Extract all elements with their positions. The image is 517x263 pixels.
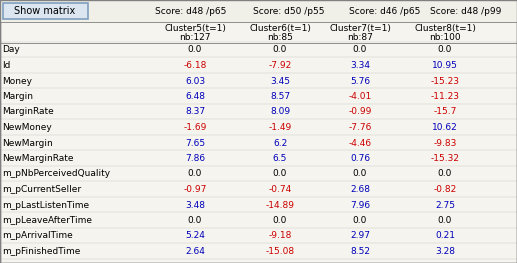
Text: m_pNbPerceivedQuality: m_pNbPerceivedQuality <box>2 169 110 179</box>
Text: 6.2: 6.2 <box>273 139 287 148</box>
Text: -1.69: -1.69 <box>184 123 207 132</box>
Text: -6.18: -6.18 <box>184 61 207 70</box>
Text: 6.03: 6.03 <box>185 77 205 85</box>
Text: Id: Id <box>2 61 10 70</box>
Text: m_pLeaveAfterTime: m_pLeaveAfterTime <box>2 216 92 225</box>
Text: 8.37: 8.37 <box>185 108 205 117</box>
Text: 2.64: 2.64 <box>185 247 205 256</box>
Text: Cluster7(t=1): Cluster7(t=1) <box>329 23 391 33</box>
Text: nb:87: nb:87 <box>347 33 373 42</box>
Text: Cluster5(t=1): Cluster5(t=1) <box>164 23 226 33</box>
Text: 0.21: 0.21 <box>435 231 455 240</box>
Text: 10.95: 10.95 <box>432 61 458 70</box>
Text: Score: d48 /p65: Score: d48 /p65 <box>155 7 226 16</box>
Text: -0.74: -0.74 <box>268 185 292 194</box>
Text: 8.57: 8.57 <box>270 92 290 101</box>
Text: MarginRate: MarginRate <box>2 108 54 117</box>
Text: nb:100: nb:100 <box>429 33 461 42</box>
Text: -7.76: -7.76 <box>348 123 372 132</box>
Text: m_pFinishedTime: m_pFinishedTime <box>2 247 80 256</box>
Text: -15.23: -15.23 <box>431 77 460 85</box>
Text: Score: d48 /p99: Score: d48 /p99 <box>430 7 501 16</box>
Text: -0.99: -0.99 <box>348 108 372 117</box>
Text: 5.76: 5.76 <box>350 77 370 85</box>
Text: Margin: Margin <box>2 92 33 101</box>
Text: -9.18: -9.18 <box>268 231 292 240</box>
Text: 5.24: 5.24 <box>185 231 205 240</box>
Text: 6.48: 6.48 <box>185 92 205 101</box>
Text: m_pLastListenTime: m_pLastListenTime <box>2 200 89 210</box>
Text: 3.48: 3.48 <box>185 200 205 210</box>
Text: 0.0: 0.0 <box>273 216 287 225</box>
Text: 0.0: 0.0 <box>188 45 202 54</box>
Text: 6.5: 6.5 <box>273 154 287 163</box>
Text: Money: Money <box>2 77 32 85</box>
Text: 0.0: 0.0 <box>353 45 367 54</box>
Text: NewMarginRate: NewMarginRate <box>2 154 73 163</box>
Text: Show matrix: Show matrix <box>14 6 75 16</box>
Text: -15.7: -15.7 <box>433 108 457 117</box>
Text: 3.34: 3.34 <box>350 61 370 70</box>
Text: Day: Day <box>2 45 20 54</box>
Text: 0.0: 0.0 <box>273 45 287 54</box>
Text: Score: d50 /p55: Score: d50 /p55 <box>253 7 325 16</box>
Text: 0.0: 0.0 <box>438 216 452 225</box>
Text: Cluster8(t=1): Cluster8(t=1) <box>414 23 476 33</box>
Text: m_pArrivalTime: m_pArrivalTime <box>2 231 73 240</box>
Text: -4.46: -4.46 <box>348 139 372 148</box>
Text: -7.92: -7.92 <box>268 61 292 70</box>
Text: 7.96: 7.96 <box>350 200 370 210</box>
Text: -14.89: -14.89 <box>266 200 295 210</box>
Text: -15.32: -15.32 <box>431 154 460 163</box>
Text: 7.65: 7.65 <box>185 139 205 148</box>
Text: 0.0: 0.0 <box>438 169 452 179</box>
Text: 3.45: 3.45 <box>270 77 290 85</box>
Text: -4.01: -4.01 <box>348 92 372 101</box>
Text: 0.0: 0.0 <box>273 169 287 179</box>
Text: 2.68: 2.68 <box>350 185 370 194</box>
Text: 2.75: 2.75 <box>435 200 455 210</box>
Text: 0.0: 0.0 <box>188 169 202 179</box>
Text: 0.0: 0.0 <box>438 45 452 54</box>
Bar <box>0 0 517 23</box>
Text: NewMoney: NewMoney <box>2 123 52 132</box>
Text: -11.23: -11.23 <box>431 92 460 101</box>
Text: -9.83: -9.83 <box>433 139 457 148</box>
Text: 0.0: 0.0 <box>353 169 367 179</box>
FancyBboxPatch shape <box>3 3 88 19</box>
Text: m_pCurrentSeller: m_pCurrentSeller <box>2 185 81 194</box>
Text: -0.97: -0.97 <box>184 185 207 194</box>
Text: 8.52: 8.52 <box>350 247 370 256</box>
Text: Cluster6(t=1): Cluster6(t=1) <box>249 23 311 33</box>
Text: -1.49: -1.49 <box>268 123 292 132</box>
Text: -0.82: -0.82 <box>433 185 457 194</box>
Text: 2.97: 2.97 <box>350 231 370 240</box>
Text: 0.0: 0.0 <box>188 216 202 225</box>
Text: 0.0: 0.0 <box>353 216 367 225</box>
Text: -15.08: -15.08 <box>265 247 295 256</box>
Text: Score: d46 /p65: Score: d46 /p65 <box>349 7 420 16</box>
Text: 8.09: 8.09 <box>270 108 290 117</box>
Text: NewMargin: NewMargin <box>2 139 53 148</box>
Text: 7.86: 7.86 <box>185 154 205 163</box>
Text: nb:85: nb:85 <box>267 33 293 42</box>
Text: 10.62: 10.62 <box>432 123 458 132</box>
Text: nb:127: nb:127 <box>179 33 211 42</box>
Text: 3.28: 3.28 <box>435 247 455 256</box>
Text: 0.76: 0.76 <box>350 154 370 163</box>
